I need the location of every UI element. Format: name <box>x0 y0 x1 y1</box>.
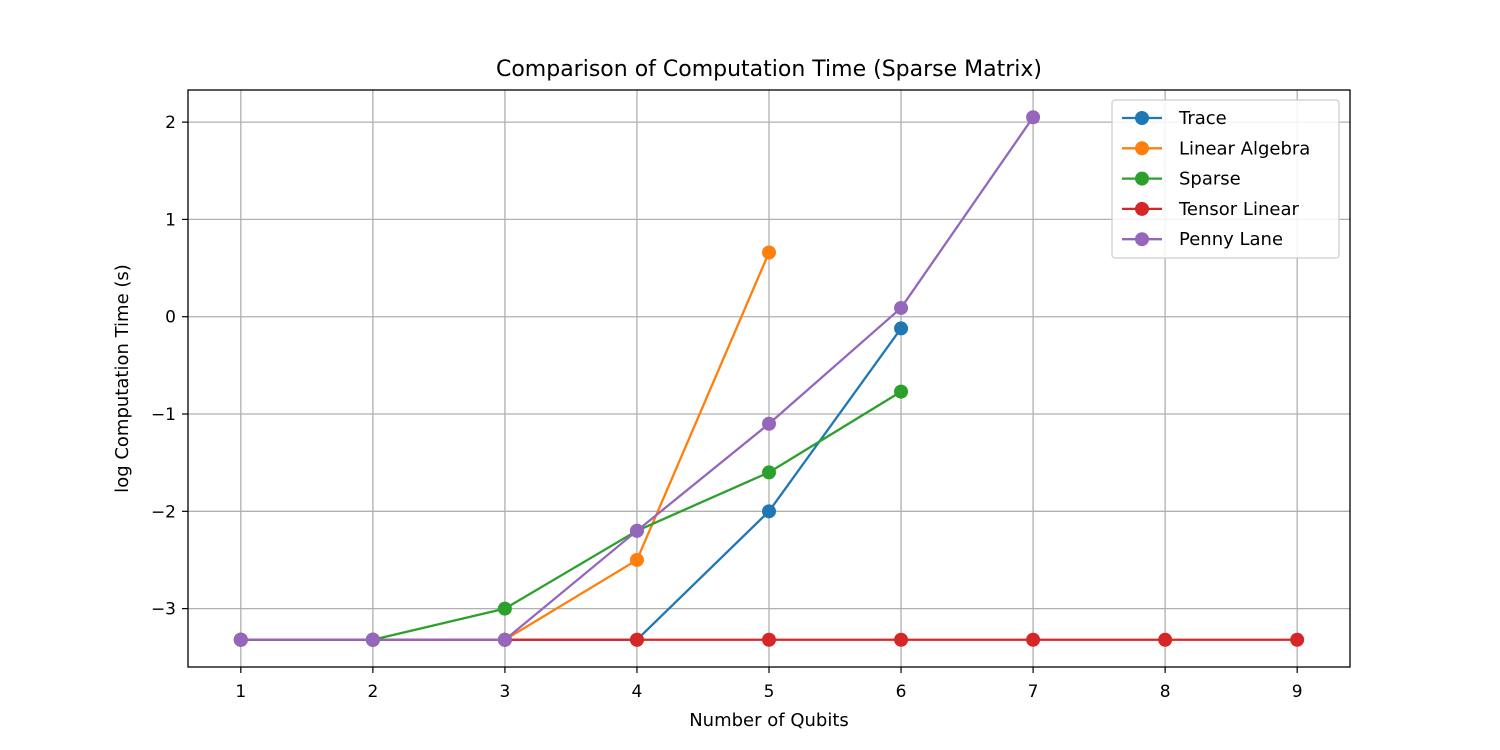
legend-label: Sparse <box>1179 169 1241 190</box>
data-point-penny-lane <box>762 416 776 431</box>
legend-swatch-marker <box>1135 232 1149 247</box>
x-tick-label: 6 <box>896 682 907 702</box>
y-tick-label: −1 <box>151 405 176 425</box>
data-point-penny-lane <box>497 632 512 647</box>
data-point-tensor-linear <box>629 632 644 647</box>
data-point-penny-lane <box>365 632 380 647</box>
x-tick-label: 1 <box>235 682 246 702</box>
tick-layer: 1 2 3 4 5 6 7 8 9 −3 −2 −1 0 1 2 <box>151 113 1303 702</box>
series-penny-lane <box>233 110 1041 647</box>
legend-item-penny-lane: Penny Lane <box>1122 229 1283 250</box>
legend-label: Trace <box>1178 108 1227 129</box>
legend-label: Linear Algebra <box>1179 138 1310 159</box>
x-tick-label: 4 <box>632 682 643 702</box>
legend: Trace Linear Algebra Sparse Tensor Linear Pe… <box>1111 99 1340 259</box>
legend-label: Tensor Linear <box>1178 199 1299 220</box>
legend-item-sparse: Sparse <box>1122 169 1241 190</box>
data-point-tensor-linear <box>894 632 909 647</box>
legend-swatch-marker <box>1135 141 1149 156</box>
y-tick-label: −3 <box>151 600 176 620</box>
data-point-penny-lane <box>894 300 909 315</box>
data-point-linear-algebra <box>629 552 644 567</box>
data-point-trace <box>894 321 909 336</box>
data-point-trace <box>762 504 776 519</box>
legend-swatch-marker <box>1135 171 1149 186</box>
data-point-tensor-linear <box>1026 632 1041 647</box>
data-point-sparse <box>497 601 512 616</box>
x-tick-label: 2 <box>367 682 378 702</box>
series-layer <box>233 110 1305 647</box>
x-tick-label: 7 <box>1028 682 1039 702</box>
data-point-sparse <box>894 384 909 399</box>
data-point-penny-lane <box>629 523 644 538</box>
data-point-penny-lane <box>1026 110 1041 125</box>
data-point-linear-algebra <box>762 245 776 260</box>
data-point-tensor-linear <box>1158 632 1173 647</box>
legend-swatch-marker <box>1135 111 1149 125</box>
x-tick-label: 8 <box>1160 682 1171 702</box>
y-tick-label: −2 <box>151 502 176 522</box>
legend-item-tensor-linear: Tensor Linear <box>1122 199 1299 220</box>
data-point-tensor-linear <box>1290 632 1305 647</box>
data-point-sparse <box>762 465 776 480</box>
legend-swatch-marker <box>1135 201 1149 216</box>
legend-label: Penny Lane <box>1179 229 1283 250</box>
chart-title: Comparison of Computation Time (Sparse M… <box>496 57 1042 82</box>
x-tick-label: 5 <box>764 682 775 702</box>
y-tick-label: 0 <box>165 308 176 328</box>
legend-item-trace: Trace <box>1122 108 1227 129</box>
y-tick-label: 1 <box>165 210 176 230</box>
y-axis-label: log Computation Time (s) <box>112 264 133 493</box>
x-tick-label: 9 <box>1292 682 1303 702</box>
y-tick-label: 2 <box>165 113 176 133</box>
x-tick-label: 3 <box>499 682 510 702</box>
legend-box <box>1111 99 1340 259</box>
legend-item-linear-algebra: Linear Algebra <box>1122 138 1310 159</box>
data-point-penny-lane <box>233 632 248 647</box>
x-axis-label: Number of Qubits <box>689 710 849 731</box>
data-point-tensor-linear <box>762 632 776 647</box>
